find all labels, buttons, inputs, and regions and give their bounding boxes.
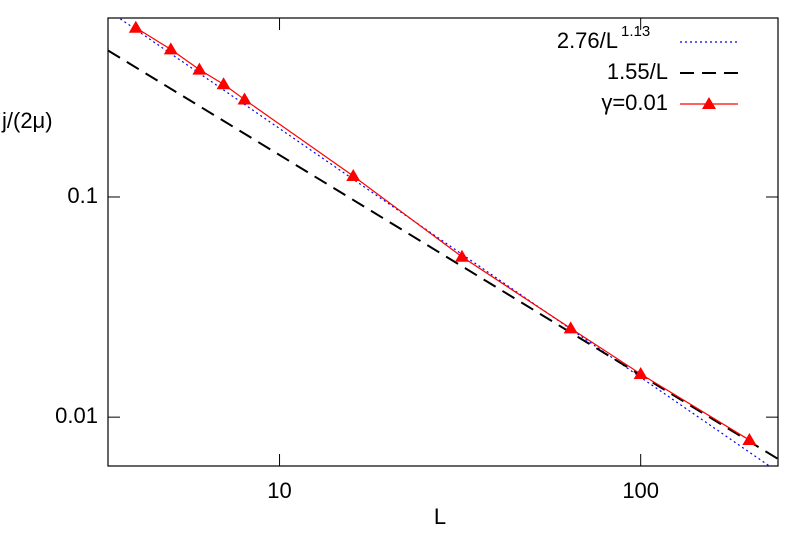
data-point [163, 42, 178, 55]
legend-label-sup: 1.13 [621, 23, 650, 40]
legend-label: γ=0.01 [601, 90, 668, 115]
x-axis-label: L [434, 504, 446, 529]
legend-marker [702, 97, 716, 109]
data-point [633, 367, 648, 380]
series-line [108, 49, 778, 460]
legend-label: 2.76/L [557, 28, 618, 53]
series-line [118, 18, 771, 466]
data-point [128, 20, 143, 33]
data-point [742, 433, 757, 446]
x-tick-label: 10 [267, 478, 291, 503]
x-tick-label: 100 [622, 478, 659, 503]
data-point [237, 92, 252, 105]
series-line [135, 27, 750, 441]
y-tick-label: 0.01 [55, 403, 98, 428]
plot-frame [107, 17, 779, 467]
y-axis-label: j/(2μ) [1, 108, 53, 133]
data-point [563, 321, 578, 334]
data-point [216, 77, 231, 90]
y-tick-label: 0.1 [67, 183, 98, 208]
data-point [192, 62, 207, 75]
data-point [346, 169, 361, 182]
legend-label: 1.55/L [607, 59, 668, 84]
data-point [454, 249, 469, 262]
plot-area [108, 18, 778, 466]
